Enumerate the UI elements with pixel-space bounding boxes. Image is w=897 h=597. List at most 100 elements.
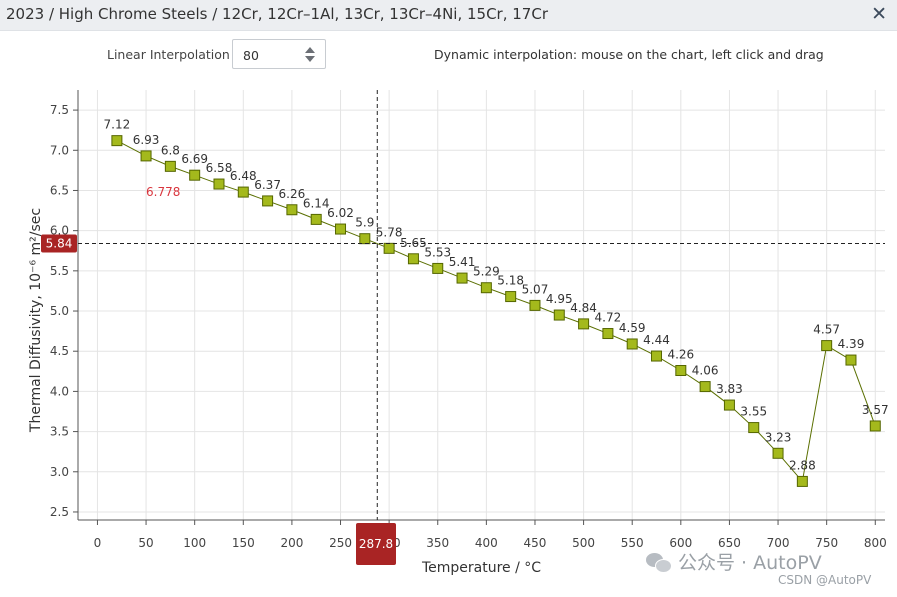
data-label: 6.8 — [161, 143, 180, 157]
crosshair-x-badge — [356, 523, 396, 565]
data-label: 6.48 — [230, 169, 257, 183]
x-tick-label: 400 — [475, 536, 498, 550]
x-tick-label: 100 — [183, 536, 206, 550]
y-tick-label: 4.0 — [50, 384, 69, 398]
data-label: 6.14 — [303, 196, 330, 210]
y-tick-label: 4.5 — [50, 344, 69, 358]
data-point — [164, 160, 176, 172]
close-icon[interactable]: ✕ — [871, 3, 887, 25]
interpolation-hint: Dynamic interpolation: mouse on the char… — [434, 47, 824, 62]
data-point — [796, 475, 808, 487]
data-point — [553, 309, 565, 321]
wechat-icon — [646, 552, 672, 573]
data-point — [602, 328, 614, 340]
y-axis-title: Thermal Diffusivity, 10⁻⁶ m²/sec — [28, 208, 44, 433]
x-tick-label: 650 — [718, 536, 741, 550]
data-label: 2.88 — [789, 458, 816, 472]
x-tick-label: 350 — [426, 536, 449, 550]
x-tick-label: 250 — [329, 536, 352, 550]
y-tick-label: 5.0 — [50, 304, 69, 318]
wechat-watermark-text: 公众号 · AutoPV — [678, 552, 822, 574]
data-point — [189, 169, 201, 181]
data-label: 7.12 — [104, 118, 131, 132]
y-tick-label: 6.0 — [50, 224, 69, 238]
interpolation-value[interactable]: 80 — [243, 48, 259, 63]
data-label: 3.55 — [740, 405, 767, 419]
x-tick-label: 600 — [669, 536, 692, 550]
data-point — [845, 354, 857, 366]
x-tick-label: 800 — [864, 536, 887, 550]
data-point — [869, 420, 881, 432]
y-tick-label: 7.0 — [50, 143, 69, 157]
csdn-watermark: CSDN @AutoPV — [778, 573, 872, 587]
data-label: 4.84 — [570, 301, 597, 315]
y-tick-label: 3.5 — [50, 425, 69, 439]
crosshair-y-value: 5.84 — [46, 237, 73, 251]
data-point — [111, 135, 123, 147]
data-label: 5.07 — [522, 282, 549, 296]
x-tick-label: 50 — [138, 536, 153, 550]
crosshair-y-badge — [41, 234, 77, 253]
data-label: 3.23 — [765, 430, 792, 444]
x-tick-label: 500 — [572, 536, 595, 550]
data-point — [821, 340, 833, 352]
data-label: 4.26 — [667, 348, 694, 362]
data-point — [237, 186, 249, 198]
data-point — [359, 233, 371, 245]
data-point — [140, 150, 152, 162]
data-point — [335, 223, 347, 235]
data-label: 5.9 — [355, 216, 374, 230]
interpolation-label: Linear Interpolation — [107, 47, 230, 62]
data-label: 5.65 — [400, 236, 427, 250]
data-point — [626, 338, 638, 350]
data-label: 5.18 — [497, 274, 524, 288]
interpolated-value-label: 6.778 — [146, 185, 180, 199]
data-point — [286, 204, 298, 216]
spin-down-icon[interactable] — [305, 56, 315, 62]
y-tick-label: 7.5 — [50, 103, 69, 117]
x-tick-label: 700 — [767, 536, 790, 550]
x-tick-label: 450 — [524, 536, 547, 550]
data-point — [505, 291, 517, 303]
wechat-watermark: 公众号 · AutoPV — [646, 548, 822, 575]
data-label: 4.44 — [643, 333, 670, 347]
x-tick-label: 150 — [232, 536, 255, 550]
data-point — [651, 350, 663, 362]
y-tick-label: 2.5 — [50, 505, 69, 519]
data-point — [772, 447, 784, 459]
y-tick-label: 5.5 — [50, 264, 69, 278]
data-label: 3.83 — [716, 382, 743, 396]
data-label: 6.02 — [327, 206, 354, 220]
data-label: 4.95 — [546, 292, 573, 306]
data-label: 6.26 — [279, 187, 306, 201]
data-label: 5.53 — [424, 245, 451, 259]
data-point — [529, 299, 541, 311]
data-label: 4.06 — [692, 364, 719, 378]
data-point — [407, 253, 419, 265]
data-point — [213, 178, 225, 190]
data-label: 3.57 — [862, 403, 889, 417]
data-point — [578, 318, 590, 330]
data-label: 5.78 — [376, 225, 403, 239]
data-label: 4.59 — [619, 321, 646, 335]
data-point — [480, 282, 492, 294]
interpolation-stepper[interactable]: 80 — [232, 39, 326, 69]
y-tick-label: 6.5 — [50, 183, 69, 197]
y-tick-label: 3.0 — [50, 465, 69, 479]
x-tick-label: 550 — [621, 536, 644, 550]
x-tick-label: 0 — [94, 536, 102, 550]
data-point — [699, 381, 711, 393]
data-point — [723, 399, 735, 411]
data-point — [432, 262, 444, 274]
crosshair-x-value: 287.8 — [359, 537, 393, 551]
window-titlebar: 2023 / High Chrome Steels / 12Cr, 12Cr–1… — [0, 0, 897, 31]
data-point — [748, 422, 760, 434]
data-label: 5.41 — [449, 255, 476, 269]
data-label: 4.39 — [838, 337, 865, 351]
data-label: 6.58 — [206, 161, 233, 175]
spin-up-icon[interactable] — [305, 47, 315, 53]
x-tick-label: 200 — [280, 536, 303, 550]
x-axis-title: Temperature / °C — [421, 560, 541, 576]
x-tick-label: 750 — [815, 536, 838, 550]
